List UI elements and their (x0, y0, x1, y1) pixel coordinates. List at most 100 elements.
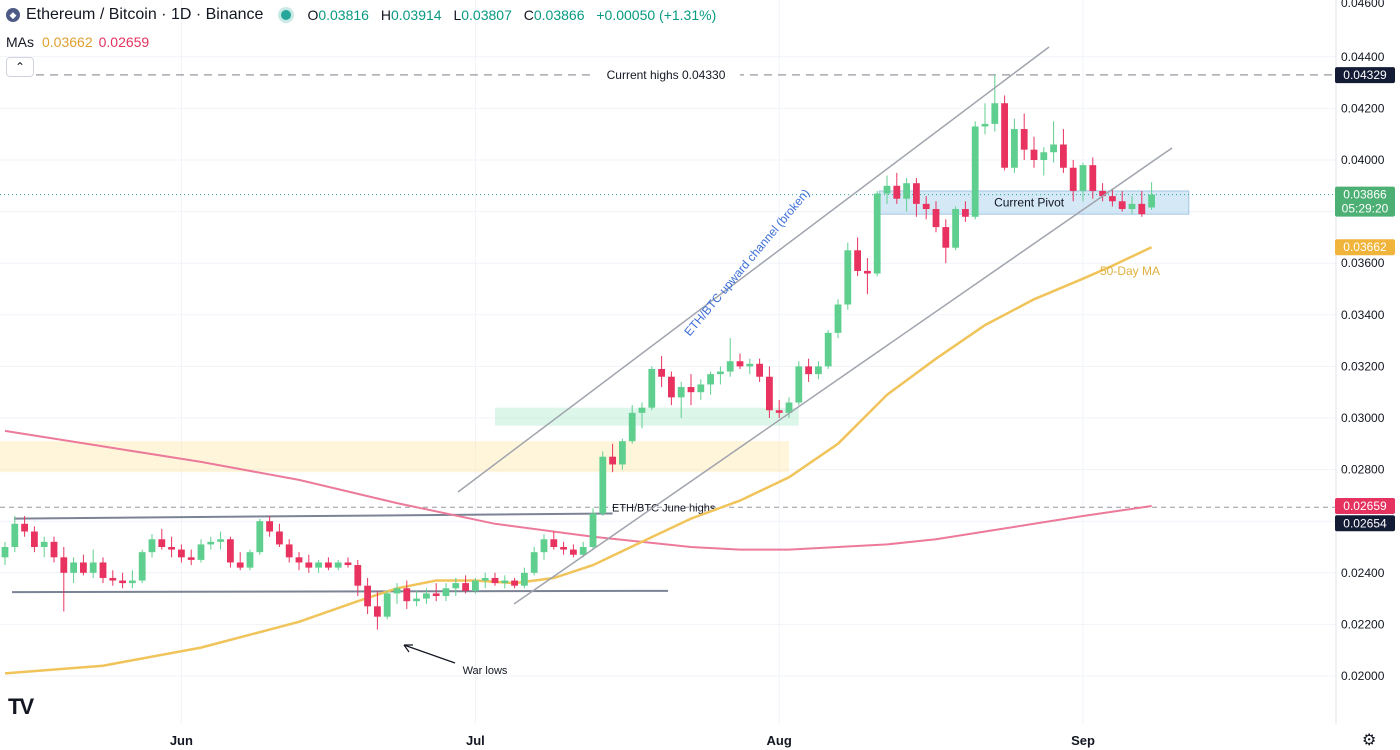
channel-lower-line (513, 147, 1173, 605)
y-tick-label: 0.03600 (1341, 256, 1385, 270)
candle-body (736, 361, 744, 367)
highs-price-tag-bg (1335, 67, 1395, 84)
ma-legend[interactable]: MAs 0.03662 0.02659 (6, 34, 150, 50)
candle-body (619, 441, 626, 465)
y-tick-label: 0.04600 (1341, 0, 1385, 10)
ethereum-icon: ◆ (6, 8, 20, 22)
candle-body (638, 407, 646, 413)
candle-body (50, 541, 58, 558)
y-tick-label: 0.03000 (1341, 411, 1385, 425)
candle-body (981, 123, 989, 127)
candle-body (785, 402, 793, 413)
candle-body (952, 209, 959, 248)
candle-body (11, 523, 19, 547)
candle-body (129, 580, 136, 584)
candle-body (962, 209, 969, 217)
highs-price-tag: 0.04329 (1343, 68, 1387, 82)
ma200-price-tag-bg (1335, 497, 1395, 514)
candle-body (579, 547, 587, 555)
label-bg (595, 65, 740, 82)
candle-body (472, 580, 479, 591)
candle-body (325, 562, 332, 568)
y-tick-label: 0.02400 (1341, 566, 1385, 580)
candle-body (932, 209, 940, 228)
candle-body (511, 580, 518, 586)
candle-body (374, 606, 381, 617)
candle-body (217, 539, 224, 542)
candle-body (717, 371, 724, 375)
candle-body (256, 521, 264, 553)
candle-body (423, 593, 430, 599)
candle-body (893, 185, 901, 199)
candle-body (187, 557, 195, 560)
candle-body (266, 521, 273, 532)
candle-body (1, 547, 9, 558)
candle-body (766, 376, 773, 411)
candle-body (873, 193, 881, 274)
candle-body (1079, 165, 1087, 191)
candle-body (334, 562, 342, 568)
x-tick-label: Aug (767, 733, 792, 748)
candle-body (344, 562, 352, 566)
ma200-line (4, 429, 1152, 551)
candle-body (991, 103, 999, 124)
ma50-line (4, 246, 1153, 675)
y-tick-label: 0.02800 (1341, 463, 1385, 477)
tradingview-logo[interactable]: TV (8, 694, 34, 719)
candle-body (383, 593, 391, 617)
collapse-legend-button[interactable]: ⌃ (6, 57, 34, 77)
candle-body (501, 580, 509, 584)
ma200-price-tag: 0.02659 (1343, 499, 1387, 513)
candle-body (413, 598, 420, 602)
candle-body (521, 572, 528, 586)
candle-body (609, 456, 616, 465)
ohlc-readout: O0.03816 H0.03914 L0.03807 C0.03866 +0.0… (307, 7, 717, 23)
candle-body (550, 539, 558, 547)
candle-body (756, 363, 763, 377)
candle-body (119, 580, 126, 584)
candle-body (1050, 144, 1057, 153)
candle-body (246, 552, 254, 568)
candle-body (677, 387, 685, 398)
candle-body (21, 523, 28, 532)
candle-body (805, 366, 812, 375)
candle-body (628, 412, 636, 442)
change-readout: +0.00050 (+1.31%) (596, 7, 717, 23)
candle-body (227, 539, 234, 563)
gear-icon[interactable]: ⚙ (1362, 732, 1377, 749)
candle-body (354, 565, 362, 586)
candle-body (1109, 196, 1116, 202)
support-zone (495, 407, 799, 426)
candle-body (1118, 201, 1126, 210)
candle-body (570, 549, 577, 555)
candle-body (148, 539, 156, 553)
candle-body (158, 539, 166, 547)
candle-body (60, 557, 68, 573)
candle-body (1069, 167, 1077, 191)
candle-body (168, 547, 175, 550)
channel-label: ETH/BTC upward channel (broken) (681, 186, 812, 339)
candle-body (834, 304, 842, 333)
symbol-title[interactable]: Ethereum / Bitcoin · 1D · Binance (26, 6, 264, 23)
last-price-tag-bg (1335, 186, 1395, 217)
candle-body (285, 544, 293, 558)
candle-body (1099, 190, 1106, 197)
candle-body (109, 577, 117, 581)
candle-body (599, 456, 607, 514)
ma50-price-tag-bg (1335, 239, 1395, 256)
war-lows-label: War lows (463, 665, 508, 677)
candle-body (815, 366, 822, 375)
june-high-price-tag-bg (1335, 515, 1395, 532)
june-highs-label: ETH/BTC June highs (612, 502, 716, 514)
candle-body (883, 185, 891, 194)
candle-body (540, 539, 548, 553)
y-tick-label: 0.02200 (1341, 617, 1385, 631)
candle-body (795, 366, 803, 403)
y-tick-label: 0.03400 (1341, 308, 1385, 322)
current-highs-label: Current highs 0.04330 (607, 68, 726, 82)
war-lows-arrowhead (403, 644, 413, 653)
candle-body (89, 562, 97, 573)
candle-body (138, 552, 146, 581)
war-lows-arrow (403, 644, 456, 664)
